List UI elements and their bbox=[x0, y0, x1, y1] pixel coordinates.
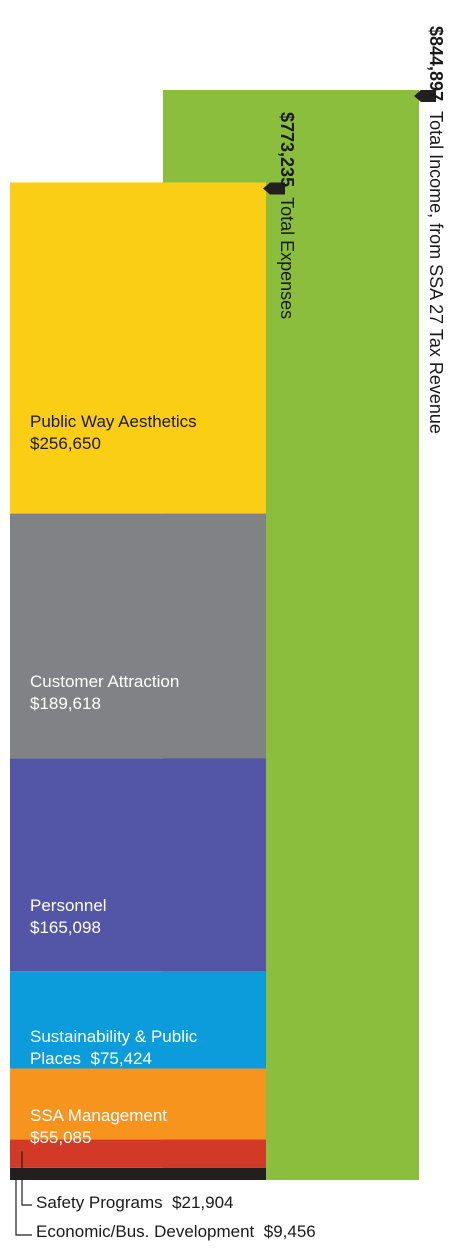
total-income-label: $844,897 Total Income, from SSA 27 Tax R… bbox=[425, 26, 446, 434]
safety-programs-name: Safety Programs bbox=[36, 1193, 163, 1212]
economic-development-name: Economic/Bus. Development bbox=[36, 1222, 255, 1241]
total-income-text: Total Income, from SSA 27 Tax Revenue bbox=[426, 111, 446, 434]
segment-economic-bus-development bbox=[10, 1167, 266, 1180]
callout-safety-programs: Safety Programs $21,904 bbox=[36, 1193, 234, 1213]
ssa-management-value: $55,085 bbox=[30, 1128, 92, 1147]
safety-programs-value: $21,904 bbox=[172, 1193, 234, 1212]
public-way-aesthetics-value: $256,650 bbox=[30, 434, 101, 453]
segment-personnel bbox=[10, 758, 266, 972]
label-ssa-management: SSA Management $55,085 bbox=[30, 1105, 167, 1149]
label-sustainability: Sustainability & Public Places $75,424 bbox=[30, 1026, 197, 1070]
total-expenses-text: Total Expenses bbox=[277, 197, 297, 320]
total-expenses-amount: $773,235 bbox=[277, 112, 297, 188]
segment-public-way-aesthetics bbox=[10, 182, 266, 514]
ssa-management-name: SSA Management bbox=[30, 1106, 168, 1125]
economic-development-value: $9,456 bbox=[263, 1222, 316, 1241]
segment-sustainability-public bbox=[10, 971, 266, 1069]
leader-line-economic-development bbox=[15, 1169, 32, 1236]
segment-customer-attraction bbox=[10, 513, 266, 759]
expenses-marker bbox=[263, 182, 285, 195]
sustainability-name-2: Places bbox=[30, 1049, 82, 1068]
leader-line-safety-programs bbox=[21, 1151, 32, 1206]
label-customer-attraction: Customer Attraction $189,618 bbox=[30, 671, 179, 715]
customer-attraction-name: Customer Attraction bbox=[30, 672, 180, 691]
sustainability-value: $75,424 bbox=[90, 1049, 152, 1068]
personnel-value: $165,098 bbox=[30, 918, 101, 937]
segment-safety-programs bbox=[10, 1139, 266, 1168]
segment-ssa-management bbox=[10, 1068, 266, 1140]
label-personnel: Personnel $165,098 bbox=[30, 895, 107, 939]
total-income-amount: $844,897 bbox=[426, 26, 446, 102]
public-way-aesthetics-name: Public Way Aesthetics bbox=[30, 412, 197, 431]
callout-economic-development: Economic/Bus. Development $9,456 bbox=[36, 1222, 316, 1242]
sustainability-name: Sustainability & Public bbox=[30, 1027, 198, 1046]
customer-attraction-value: $189,618 bbox=[30, 694, 101, 713]
label-public-way-aesthetics: Public Way Aesthetics $256,650 bbox=[30, 411, 197, 455]
income-marker bbox=[414, 90, 436, 102]
personnel-name: Personnel bbox=[30, 896, 107, 915]
total-expenses-label: $773,235 Total Expenses bbox=[276, 112, 297, 319]
sustainability-line2: Places $75,424 bbox=[30, 1048, 197, 1070]
